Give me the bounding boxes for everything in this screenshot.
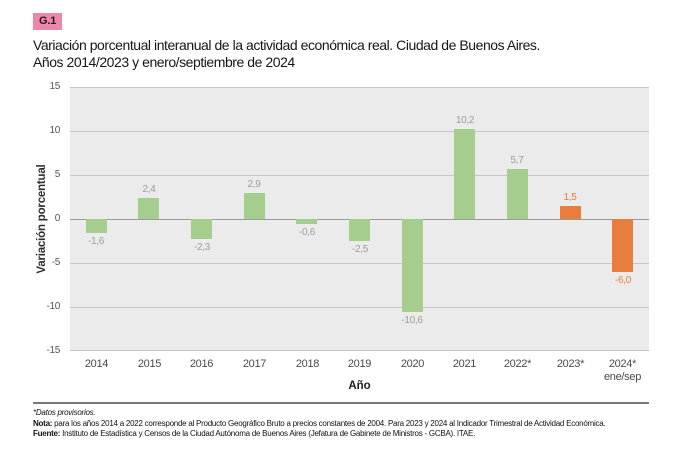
y-tick-label: 0 bbox=[54, 213, 61, 224]
x-axis-title: Año bbox=[348, 380, 371, 392]
bar-2018 bbox=[296, 219, 317, 224]
bar-2024* bbox=[612, 219, 633, 272]
x-tick-label: 2019 bbox=[347, 358, 372, 370]
figure-number-badge: G.1 bbox=[33, 13, 63, 30]
footer-divider bbox=[33, 402, 649, 404]
bar-value-label: 5,7 bbox=[510, 155, 524, 166]
x-tick-label: 2024* ene/sep bbox=[603, 358, 642, 383]
x-tick-label: 2017 bbox=[242, 358, 267, 370]
gridline bbox=[70, 263, 649, 264]
bar-value-label: -0,6 bbox=[298, 227, 316, 238]
bar-value-label: -2,5 bbox=[351, 244, 369, 255]
bar-2015 bbox=[138, 198, 159, 219]
bar-2014 bbox=[86, 219, 107, 233]
provisional-data-note: *Datos provisorios. bbox=[33, 408, 96, 417]
x-tick-label: 2021 bbox=[452, 358, 477, 370]
bar-value-label: -6,0 bbox=[614, 275, 632, 286]
bar-2016 bbox=[191, 219, 212, 239]
chart-title: Variación porcentual interanual de la ac… bbox=[33, 37, 540, 71]
y-tick-label: 5 bbox=[54, 169, 61, 180]
fuente-line: Fuente: Instituto de Estadística y Censo… bbox=[33, 429, 653, 440]
fuente-text: Instituto de Estadística y Censos de la … bbox=[60, 429, 476, 438]
gridline bbox=[70, 175, 649, 176]
bar-value-label: 2,4 bbox=[142, 184, 156, 195]
chart-title-line-2: Años 2014/2023 y enero/septiembre de 202… bbox=[33, 54, 295, 70]
bar-2022* bbox=[507, 169, 528, 219]
bar-2020 bbox=[402, 219, 423, 312]
gridline bbox=[70, 307, 649, 308]
x-tick-label: 2015 bbox=[137, 358, 162, 370]
y-tick-label: -10 bbox=[46, 301, 60, 312]
gridline bbox=[70, 131, 649, 132]
x-tick-label: 2014 bbox=[84, 358, 109, 370]
bar-2023* bbox=[560, 206, 581, 219]
gridline bbox=[70, 87, 649, 88]
y-tick-label: 10 bbox=[49, 125, 60, 136]
nota-line: Nota: para los años 2014 a 2022 correspo… bbox=[33, 419, 653, 430]
nota-label: Nota: bbox=[33, 418, 53, 428]
footer-notes: *Datos provisorios. Nota: para los años … bbox=[33, 408, 653, 440]
bar-value-label: 1,5 bbox=[563, 192, 577, 203]
fuente-label: Fuente: bbox=[33, 429, 61, 438]
bar-value-label: -2,3 bbox=[193, 242, 211, 253]
y-tick-label: -5 bbox=[51, 257, 61, 268]
x-tick-label: 2022* bbox=[503, 358, 532, 370]
x-tick-label: 2023* bbox=[556, 358, 585, 370]
bar-2017 bbox=[244, 193, 265, 219]
bar-2019 bbox=[349, 219, 370, 241]
plot-area: -1,6 2,4 -2,3 2,9 -0,6 -2,5 -10,6 10,2 5,7 1,5 -6,… bbox=[70, 87, 649, 351]
gridline bbox=[70, 350, 649, 351]
x-tick-label: 2018 bbox=[295, 358, 320, 370]
bar-value-label: -1,6 bbox=[87, 236, 105, 247]
bar-value-label: -10,6 bbox=[401, 315, 423, 326]
chart-title-line-1: Variación porcentual interanual de la ac… bbox=[33, 37, 540, 53]
y-tick-label: -15 bbox=[46, 345, 60, 356]
nota-text: para los años 2014 a 2022 corresponde al… bbox=[52, 418, 606, 428]
bar-value-label: 2,9 bbox=[247, 179, 261, 190]
y-tick-label: 15 bbox=[49, 81, 60, 92]
bar-2021 bbox=[454, 129, 475, 219]
bar-value-label: 10,2 bbox=[455, 115, 475, 126]
x-tick-label: 2016 bbox=[189, 358, 214, 370]
x-tick-label: 2020 bbox=[400, 358, 425, 370]
